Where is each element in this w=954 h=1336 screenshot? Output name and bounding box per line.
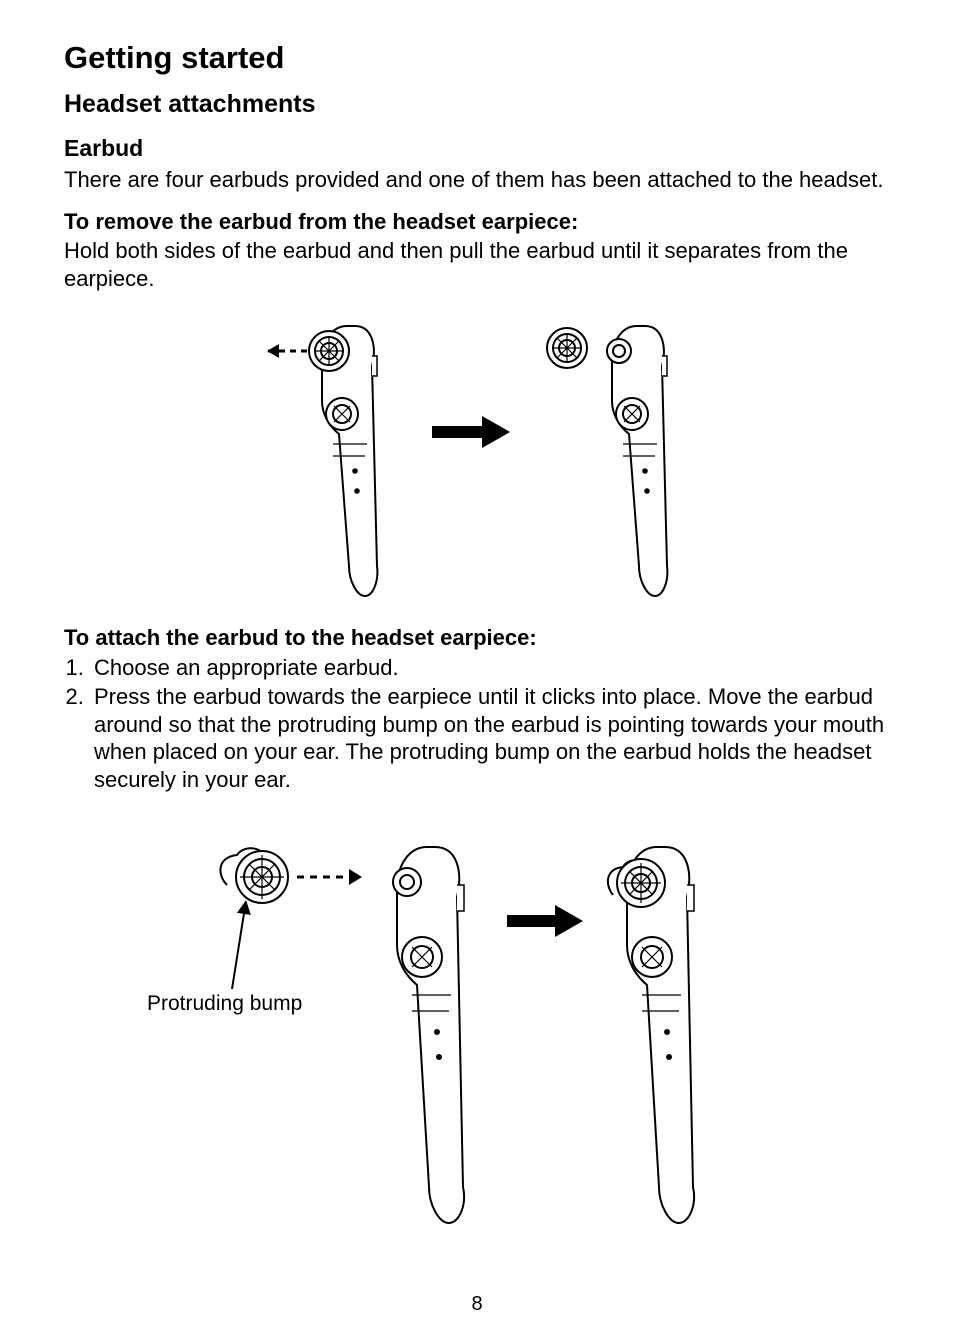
section-subtitle: Headset attachments	[64, 90, 890, 119]
attach-step-2: Press the earbud towards the earpiece un…	[90, 683, 890, 793]
attach-earbud-svg	[157, 807, 797, 1227]
earbud-heading: Earbud	[64, 135, 890, 162]
remove-text: Hold both sides of the earbud and then p…	[64, 237, 890, 292]
remove-heading: To remove the earbud from the headset ea…	[64, 208, 890, 236]
figure-remove-earbud	[237, 306, 717, 606]
remove-earbud-svg	[237, 306, 717, 606]
page-title: Getting started	[64, 40, 890, 76]
attach-heading: To attach the earbud to the headset earp…	[64, 624, 890, 652]
attach-steps: Choose an appropriate earbud. Press the …	[64, 654, 890, 794]
attach-step-1: Choose an appropriate earbud.	[90, 654, 890, 682]
figure-attach-earbud: Protruding bump	[157, 807, 797, 1227]
earbud-intro: There are four earbuds provided and one …	[64, 166, 890, 194]
protruding-bump-label: Protruding bump	[147, 992, 302, 1016]
page-number: 8	[0, 1293, 954, 1316]
